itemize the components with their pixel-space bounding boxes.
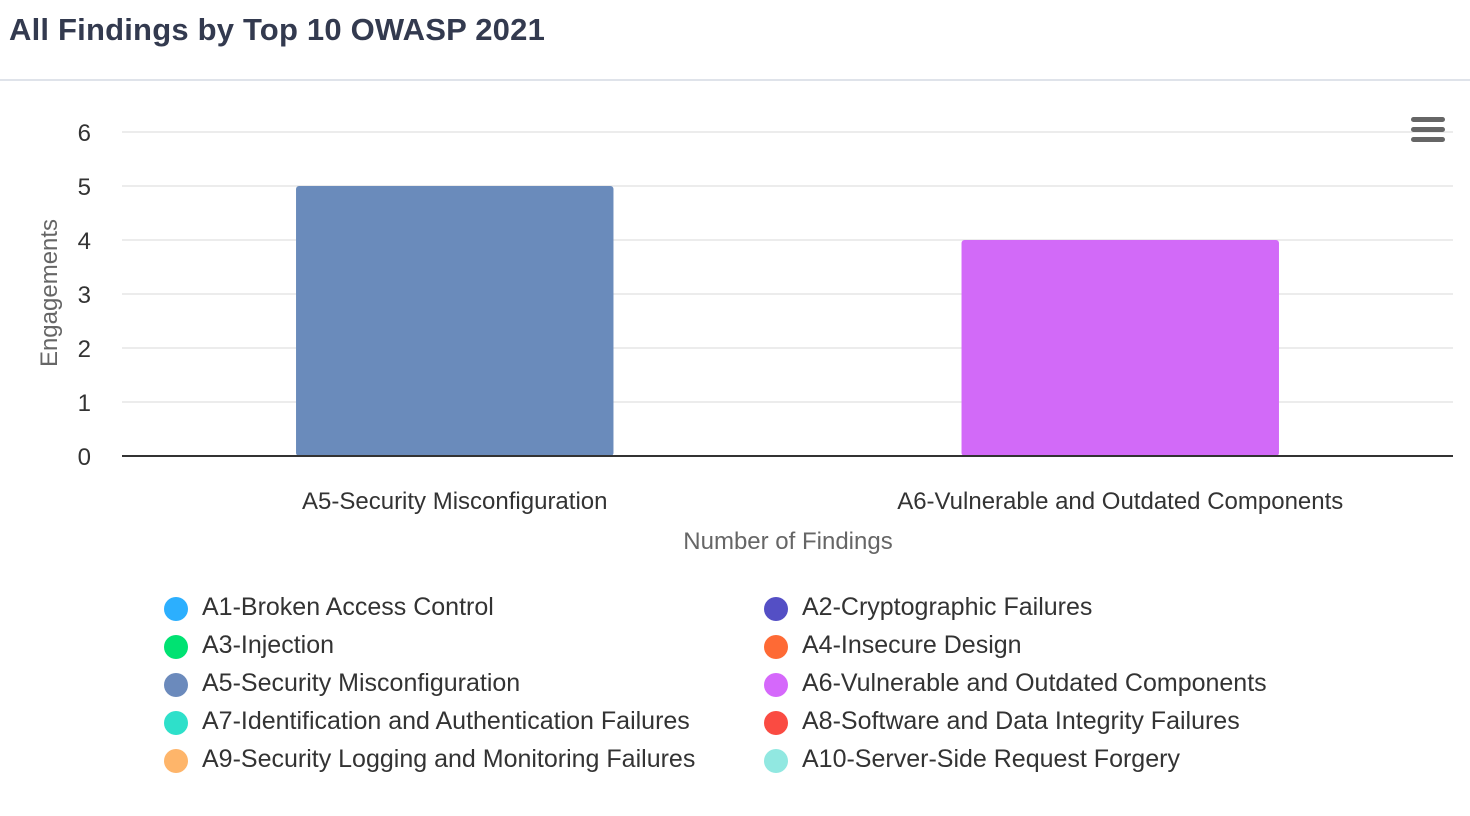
legend-label: A4-Insecure Design [802,631,1022,659]
legend-marker-icon [164,673,188,697]
y-axis-title: Engagements [36,219,63,367]
legend-marker-icon [764,711,788,735]
legend-marker-icon [764,597,788,621]
legend-marker-icon [164,749,188,773]
bar-2[interactable] [961,240,1279,456]
legend-label: A6-Vulnerable and Outdated Components [802,669,1267,697]
bar-1[interactable] [296,186,614,456]
y-tick-label: 5 [78,174,91,201]
x-category-label: A6-Vulnerable and Outdated Components [897,488,1343,515]
y-tick-label: 4 [78,228,91,255]
legend-label: A10-Server-Side Request Forgery [802,745,1180,773]
legend-label: A8-Software and Data Integrity Failures [802,707,1240,735]
y-tick-label: 0 [78,444,91,471]
legend-marker-icon [164,711,188,735]
legend-marker-icon [164,597,188,621]
chart-title: All Findings by Top 10 OWASP 2021 [9,12,546,47]
legend-label: A9-Security Logging and Monitoring Failu… [202,745,696,773]
legend-label: A1-Broken Access Control [202,593,494,621]
y-tick-label: 3 [78,282,91,309]
legend-marker-icon [764,635,788,659]
y-tick-label: 2 [78,336,91,363]
y-tick-label: 1 [78,390,91,417]
legend-label: A3-Injection [202,631,335,659]
hamburger-menu-icon[interactable] [1404,111,1452,149]
x-category-label: A5-Security Misconfiguration [302,488,607,515]
legend-marker-icon [764,673,788,697]
legend-label: A7-Identification and Authentication Fai… [202,707,690,735]
legend-marker-icon [764,749,788,773]
chart-header: All Findings by Top 10 OWASP 2021 [0,0,1470,81]
legend-label: A2-Cryptographic Failures [802,593,1093,621]
y-tick-label: 6 [78,120,91,147]
legend-marker-icon [164,635,188,659]
legend-label: A5-Security Misconfiguration [202,669,521,697]
bar-chart: 0 1 2 3 4 5 6 A5-Security Misconfiguration A6-Vu… [36,120,1453,555]
x-axis-title: Number of Findings [683,528,892,555]
